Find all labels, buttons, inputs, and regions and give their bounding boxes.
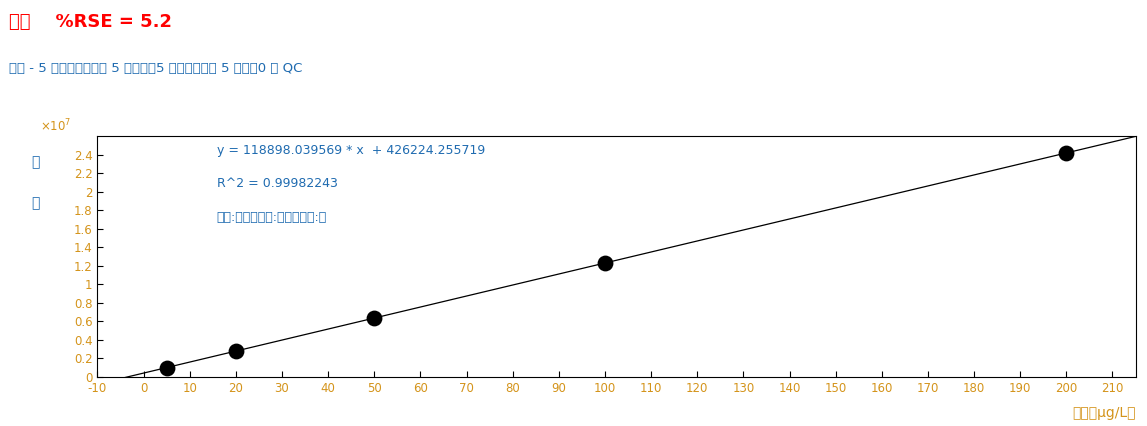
Text: 响: 响 xyxy=(31,155,39,170)
Text: R^2 = 0.99982243: R^2 = 0.99982243 xyxy=(217,177,337,190)
Point xyxy=(365,315,383,322)
Text: 乙苯 - 5 个级别，使用了 5 个级别，5 个点，使用了 5 个点，0 个 QC: 乙苯 - 5 个级别，使用了 5 个级别，5 个点，使用了 5 个点，0 个 Q… xyxy=(9,62,303,75)
Point xyxy=(595,259,614,266)
Point xyxy=(1058,150,1076,156)
Text: $\times 10^7$: $\times 10^7$ xyxy=(40,117,72,134)
Text: 应: 应 xyxy=(31,196,39,210)
Point xyxy=(227,348,245,354)
Text: y = 118898.039569 * x  + 426224.255719: y = 118898.039569 * x + 426224.255719 xyxy=(217,144,485,156)
Text: 类型:线性，原点:忽略，权重:无: 类型:线性，原点:忽略，权重:无 xyxy=(217,211,327,224)
Text: 乙苯    %RSE = 5.2: 乙苯 %RSE = 5.2 xyxy=(9,13,172,31)
X-axis label: 浓度（μg/L）: 浓度（μg/L） xyxy=(1072,406,1136,420)
Point xyxy=(157,364,175,371)
